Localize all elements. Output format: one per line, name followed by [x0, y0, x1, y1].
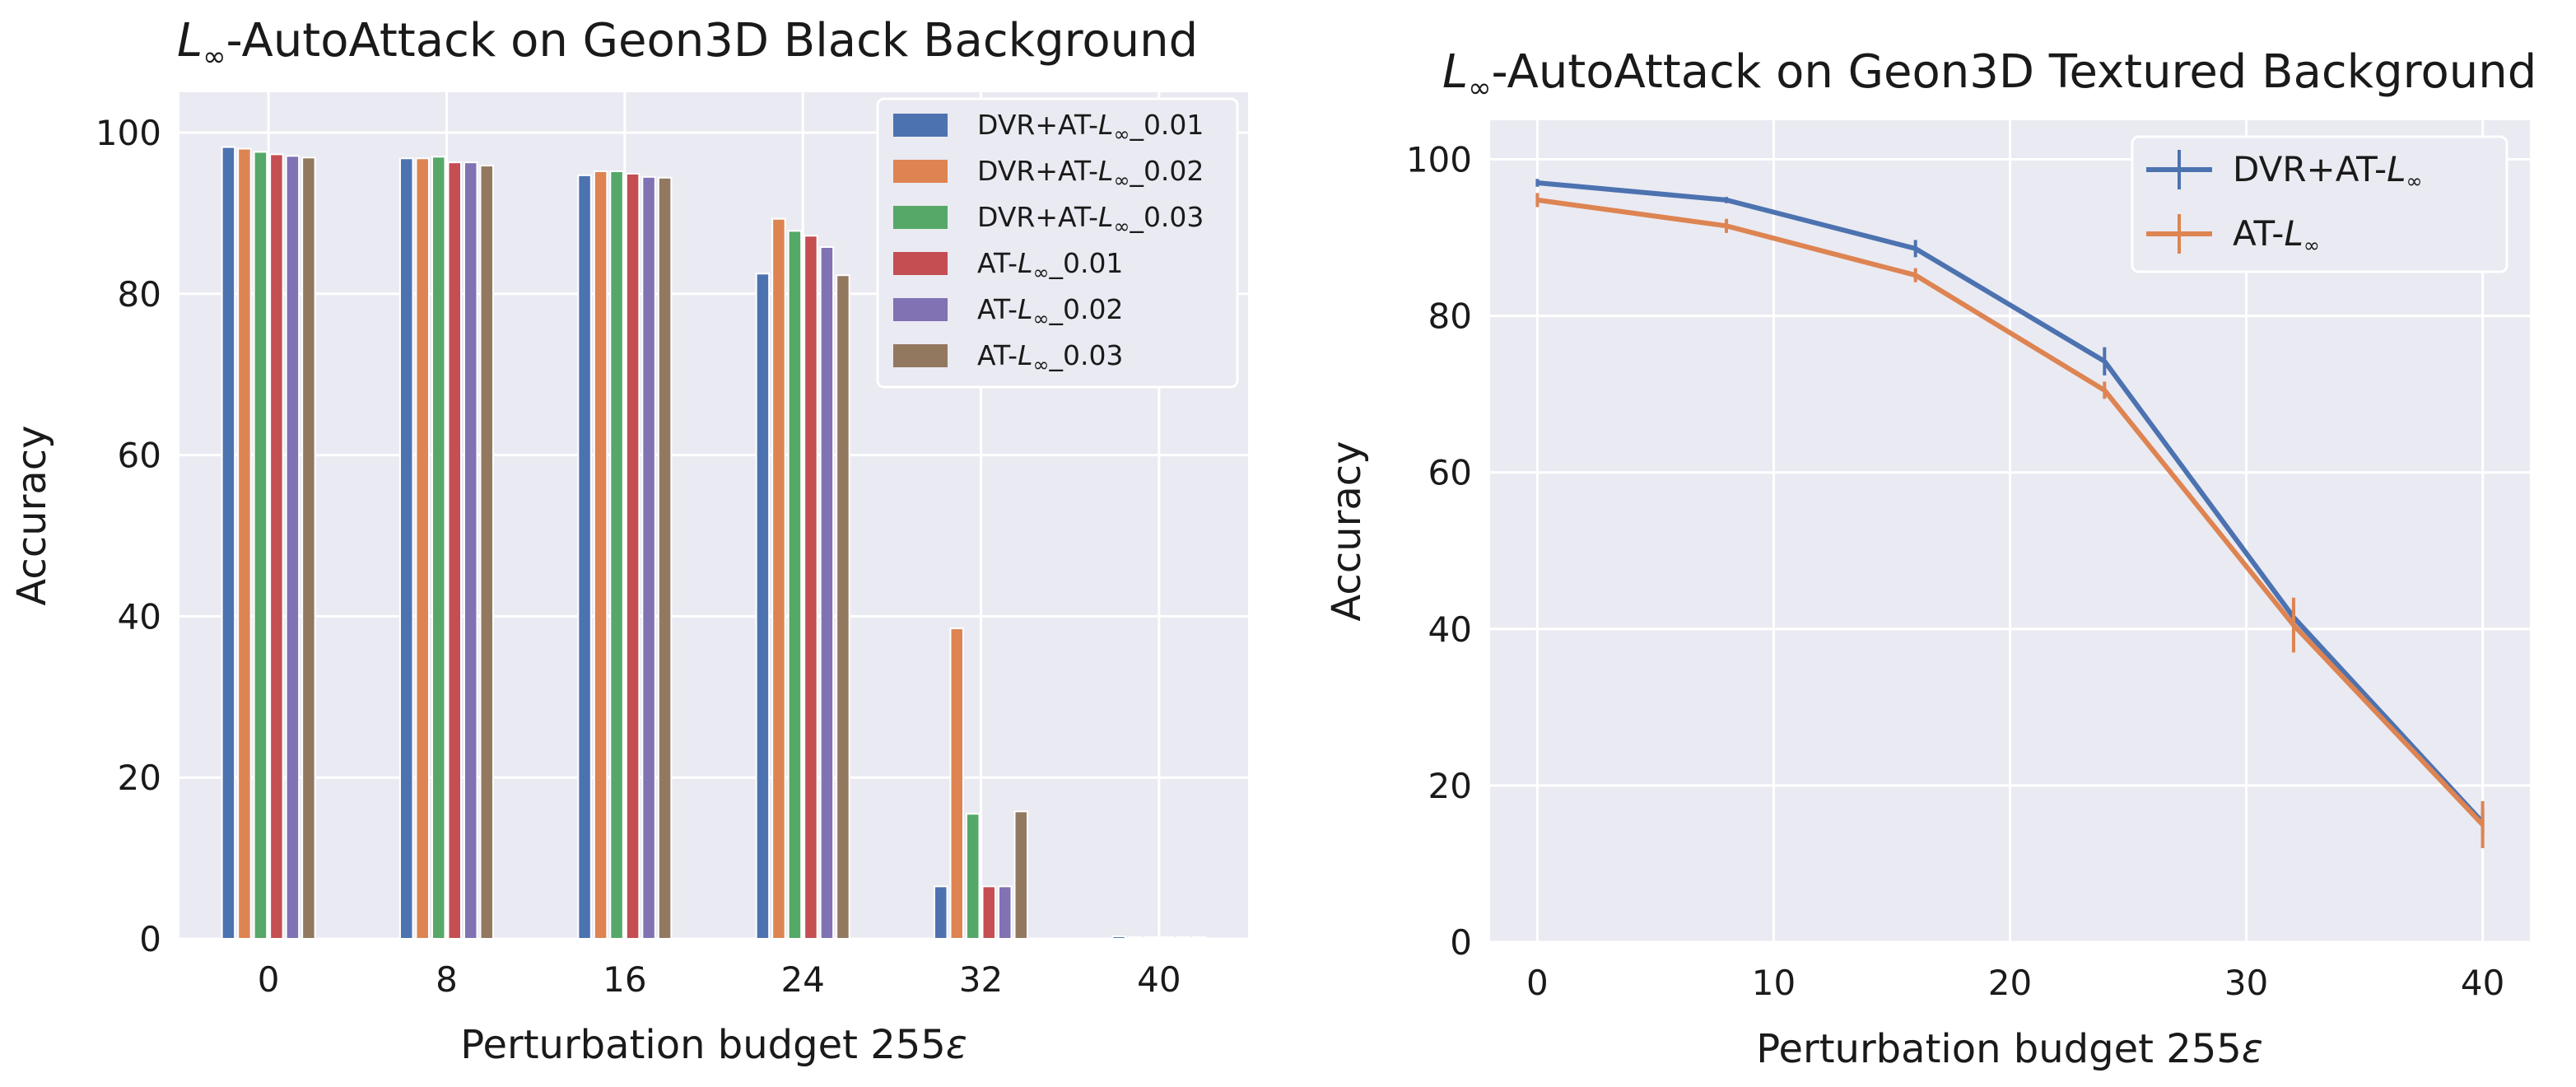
line-x-tick-label: 10	[1752, 963, 1796, 1003]
bar-legend-label: AT-L∞_0.01	[977, 247, 1123, 284]
bar	[237, 147, 252, 940]
bar-legend-swatch	[893, 298, 948, 321]
bar	[1191, 936, 1207, 940]
bar	[657, 176, 673, 940]
bar	[771, 217, 786, 940]
line-legend-label: DVR+AT-L∞	[2233, 149, 2423, 193]
bar	[641, 175, 656, 940]
bar-y-tick-label: 40	[118, 596, 161, 637]
line-chart-panel: L∞-AutoAttack on Geon3D Textured Backgro…	[1324, 45, 2536, 1072]
line-series-path	[1536, 197, 2485, 827]
bar-grid	[179, 92, 1248, 940]
bar	[463, 161, 478, 940]
bar	[1159, 936, 1175, 940]
bar-legend-label: AT-L∞_0.03	[977, 339, 1123, 376]
bar-chart-title: L∞-AutoAttack on Geon3D Black Background	[177, 14, 1198, 73]
line-legend: DVR+AT-L∞ AT-L∞	[2131, 135, 2508, 273]
bar-legend: DVR+AT-L∞_0.01 DVR+AT-L∞_0.02 DVR+AT-L∞_0.…	[876, 97, 1239, 389]
bar	[609, 170, 624, 940]
bar-x-tick-label: 24	[780, 959, 824, 1000]
bar-legend-swatch	[893, 252, 948, 275]
bar	[981, 885, 996, 940]
bar-x-tick-label: 32	[959, 959, 1003, 1000]
bar-x-tick-label: 40	[1137, 959, 1181, 1000]
line-y-tick-label: 100	[1406, 140, 1472, 180]
bar-legend-label: DVR+AT-L∞_0.02	[977, 155, 1204, 192]
line-legend-box	[2131, 135, 2508, 273]
bar-axis-ticks: 0 20 40 60 80 100 0 8 16 24 32 40	[95, 113, 1181, 1000]
line-x-tick-label: 0	[1526, 963, 1549, 1003]
bar	[1176, 936, 1190, 940]
bar-y-tick-label: 100	[95, 113, 161, 153]
bar	[625, 172, 641, 940]
bar-legend-swatch	[893, 114, 948, 137]
bar	[285, 155, 300, 940]
bar	[269, 153, 284, 940]
bar	[804, 235, 818, 940]
bar-legend-swatch	[893, 344, 948, 367]
bar-legend-swatch	[893, 206, 948, 229]
bar	[1013, 810, 1028, 940]
bar-chart-panel: L∞-AutoAttack on Geon3D Black Background…	[9, 14, 1248, 1068]
bar	[253, 151, 268, 940]
bar-x-tick-label: 16	[603, 959, 646, 1000]
bar-legend-label: AT-L∞_0.02	[977, 293, 1123, 330]
line-series	[1535, 179, 2485, 848]
bar	[1111, 935, 1126, 940]
bar	[593, 170, 608, 940]
bar-legend-swatch	[893, 160, 948, 183]
bar	[949, 627, 964, 940]
line-axis-ticks: 0 20 40 60 80 100 0 10 20 30 40	[1406, 140, 2504, 1003]
line-x-tick-label: 30	[2224, 963, 2268, 1003]
bar-series	[221, 146, 1207, 940]
line-legend-items: DVR+AT-L∞ AT-L∞	[2146, 149, 2423, 257]
line-y-tick-label: 40	[1428, 609, 1472, 650]
line-y-tick-label: 0	[1450, 922, 1472, 963]
bar-y-tick-label: 80	[118, 274, 161, 315]
line-y-tick-label: 20	[1428, 766, 1472, 806]
bar	[998, 885, 1013, 940]
bar-x-tick-label: 8	[436, 959, 458, 1000]
bar	[966, 813, 981, 940]
bar-legend-label: DVR+AT-L∞_0.01	[977, 109, 1204, 146]
bar	[755, 273, 771, 940]
line-y-tick-label: 80	[1428, 296, 1472, 337]
bar	[479, 165, 494, 940]
bar-y-tick-label: 0	[139, 919, 161, 959]
bar	[415, 157, 430, 940]
bar-legend-label: DVR+AT-L∞_0.03	[977, 201, 1204, 238]
bar-x-tick-label: 0	[258, 959, 280, 1000]
line-y-axis-label: Accuracy	[1324, 441, 1370, 621]
line-x-tick-label: 20	[1988, 963, 2032, 1003]
bar	[1127, 936, 1143, 940]
bar-legend-items: DVR+AT-L∞_0.01 DVR+AT-L∞_0.02 DVR+AT-L∞_0.…	[893, 109, 1204, 376]
bar	[934, 885, 948, 940]
bar-y-axis-label: Accuracy	[9, 425, 55, 605]
bar-x-axis-label: Perturbation budget 255ε	[460, 1022, 967, 1068]
bar-y-tick-label: 60	[118, 436, 161, 476]
line-y-tick-label: 60	[1428, 453, 1472, 493]
bar	[221, 146, 236, 940]
bar	[836, 274, 850, 940]
bar	[577, 174, 592, 940]
bar-legend-box	[876, 97, 1239, 389]
line-x-tick-label: 40	[2461, 963, 2504, 1003]
line-chart-title: L∞-AutoAttack on Geon3D Textured Backgro…	[1442, 45, 2536, 105]
line-x-axis-label: Perturbation budget 255ε	[1756, 1026, 2263, 1072]
line-legend-label: AT-L∞	[2233, 213, 2320, 257]
bar	[431, 156, 446, 940]
bar	[819, 245, 835, 940]
bar	[447, 161, 462, 940]
bar	[301, 156, 316, 940]
bar	[399, 157, 414, 940]
bar-y-tick-label: 20	[118, 758, 161, 798]
bar	[1144, 936, 1158, 940]
line-series-path	[1537, 180, 2485, 824]
bar	[787, 230, 803, 940]
